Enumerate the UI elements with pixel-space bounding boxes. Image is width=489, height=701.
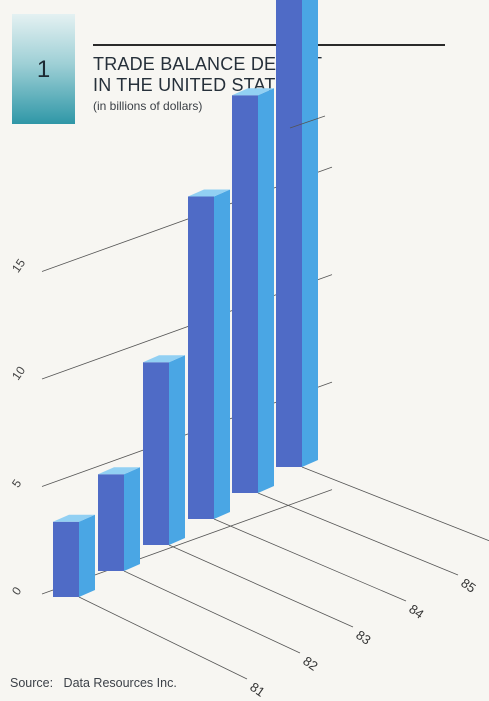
y-tick-label-5: 5 [9,476,24,490]
bar-front-83 [143,362,169,545]
bar-top-85 [232,88,274,96]
x-tick-label-81: 81 [247,679,267,700]
bar-front-85 [232,95,258,493]
bar-86 [276,0,318,467]
y-tick-label-0: 0 [9,584,24,598]
bar-side-84 [214,189,230,519]
source-note: Source: Data Resources Inc. [10,676,177,690]
bar-top-84 [188,189,230,197]
category-line-83 [168,544,354,628]
figure-number-badge: 1 [12,14,75,124]
chart-title-line-1: TRADE BALANCE DEFICIT [93,54,323,74]
bar-82 [98,467,140,571]
bar-front-81 [53,521,79,597]
y-tick-label-10: 10 [9,363,28,382]
bar-85 [232,88,274,493]
chart-subtitle: (in billions of dollars) [93,99,203,113]
figure-number: 1 [36,56,51,83]
title-rule [93,44,445,46]
bar-front-84 [188,196,214,519]
category-line-85 [257,492,459,576]
source-label: Source: [10,676,54,690]
bar-front-82 [98,474,124,571]
category-line-84 [213,518,407,602]
category-line-86 [301,466,489,542]
x-tick-label-85: 85 [458,575,478,596]
x-tick-label-84: 84 [406,601,426,622]
bar-83 [143,355,185,545]
bar-side-82 [124,467,140,571]
y-tick-label-15: 15 [9,256,28,275]
bar-side-81 [79,514,95,597]
bar-top-83 [143,355,185,363]
bar-side-85 [258,88,274,493]
source-text: Data Resources Inc. [63,676,177,690]
bar-front-86 [276,0,302,467]
bar-84 [188,189,230,519]
bar-side-86 [302,0,318,467]
bar-81 [53,514,95,597]
bar-top-82 [98,467,140,475]
bar-side-83 [169,355,185,545]
x-tick-label-83: 83 [353,627,373,648]
category-line-82 [123,570,301,654]
x-tick-label-82: 82 [300,653,320,674]
category-line-81 [78,596,248,680]
decorative-rule [289,115,326,129]
bar-top-81 [53,514,95,522]
